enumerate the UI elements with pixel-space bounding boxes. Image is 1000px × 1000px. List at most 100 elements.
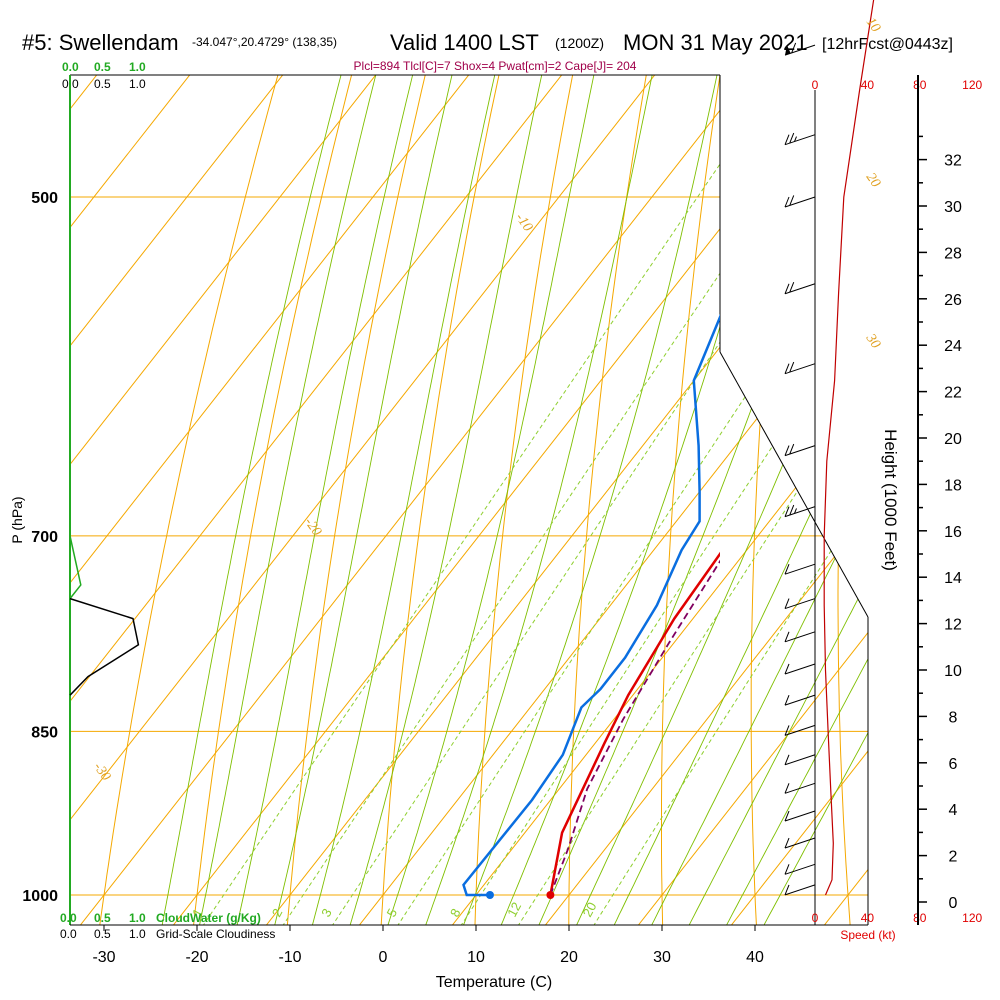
temp-tick-label: 30	[653, 949, 671, 966]
moist-adiabat-line	[641, 75, 868, 925]
wind-barb-flag	[784, 884, 790, 896]
height-tick-label: 16	[944, 524, 962, 541]
speed-axis-label: Speed (kt)	[840, 928, 895, 942]
moist-adiabat-line	[232, 75, 577, 925]
mixing-ratio-label: 12	[504, 900, 524, 920]
mixing-ratio-label: 5	[384, 906, 401, 919]
mixing-ratio-label: 20	[580, 900, 600, 920]
cloud-scale-bottom: 0.0 0.5 1.0 CloudWater (g/Kg) 0.0 0.5 1.…	[60, 911, 275, 941]
isotherm-line	[716, 75, 868, 925]
x-axis-label: Temperature (C)	[436, 974, 552, 991]
speed-tick-label-bottom: 40	[861, 911, 875, 925]
wind-barb	[784, 563, 816, 575]
mixing-ratio-label: 8	[447, 906, 464, 919]
wind-barb-flag	[784, 283, 790, 294]
mixing-ratio-label: 2	[269, 906, 286, 919]
wind-barb	[784, 863, 816, 875]
mixing-ratio-line	[385, 75, 868, 925]
mixing-ratio-line	[581, 75, 868, 925]
dry-adiabat-line	[379, 75, 661, 925]
height-tick-label: 8	[949, 709, 958, 726]
forecast-date: MON 31 May 2021	[623, 30, 808, 55]
wind-barb	[784, 361, 816, 375]
wind-barb-shaft	[784, 598, 816, 610]
temperature-line	[549, 551, 720, 896]
wind-barb	[784, 663, 816, 675]
wind-barb-flag	[784, 196, 790, 208]
height-tick-label: 26	[944, 292, 962, 309]
wind-barb-flag	[784, 363, 790, 374]
wind-barb-flag	[789, 132, 795, 144]
dewpoint-line	[462, 313, 720, 897]
pressure-tick-label: 500	[31, 190, 58, 207]
mixing-ratio-line	[448, 75, 868, 925]
height-axis-label: Height (1000 Feet)	[881, 429, 900, 571]
wind-barb-pennant	[785, 45, 791, 56]
wind-barb-shaft	[784, 782, 816, 794]
wind-barb-half-flag	[794, 508, 797, 514]
dry-adiabat-line	[473, 75, 723, 925]
wind-barb-flag	[784, 694, 790, 706]
wind-barb-flag	[789, 443, 795, 455]
cloud-scale-bottom-green-1: 0.5	[94, 911, 111, 925]
stability-indices: Plcl=894 Tlcl[C]=7 Shox=4 Pwat[cm]=2 Cap…	[354, 59, 637, 73]
wind-barb	[784, 132, 816, 146]
isotherm-label: 20	[863, 170, 883, 190]
moist-adiabat-line	[157, 75, 516, 925]
speed-tick-label-top: 0	[812, 78, 819, 92]
surface-dewpoint-dot	[485, 891, 494, 899]
wind-barb-shaft	[784, 754, 816, 766]
wind-barb-flag	[791, 42, 797, 54]
moist-adiabat-line	[455, 75, 846, 925]
cloud-scale-top-green-1: 0.5	[94, 60, 111, 74]
cloud-scale-bottom-black-1: 0.5	[94, 927, 111, 941]
cloudwater-label: CloudWater (g/Kg)	[156, 911, 261, 925]
wind-barb-shaft	[784, 44, 816, 56]
forecast-run: [12hrFcst@0443z]	[822, 36, 953, 53]
frame-diagonal	[719, 351, 869, 618]
moist-adiabat-line	[716, 75, 868, 925]
dry-adiabat-line	[922, 0, 1000, 944]
wind-barb	[784, 443, 816, 457]
wind-barb	[784, 42, 816, 56]
height-tick-label: 14	[944, 570, 962, 587]
wind-barb	[784, 724, 816, 736]
wind-barb-flag	[784, 725, 790, 736]
wind-barb-flag	[784, 631, 790, 642]
moist-adiabat-line	[418, 75, 785, 925]
mixing-ratio-line	[270, 75, 868, 925]
temp-tick-label: -30	[92, 949, 115, 966]
dry-adiabat-line	[285, 75, 599, 925]
wind-barb-shaft	[784, 506, 816, 518]
wind-barb-shaft	[784, 884, 816, 896]
wind-barb-flag	[784, 598, 790, 609]
wind-barb-flag	[784, 864, 790, 875]
cloud-scale-top-black-1: 0.5	[94, 77, 111, 91]
wind-barb-shaft	[784, 363, 816, 375]
wind-barb	[784, 282, 816, 295]
isotherm-line	[437, 75, 868, 925]
sounding-profiles	[462, 313, 720, 899]
isotherm-line	[70, 75, 396, 925]
isotherm-line	[70, 75, 868, 925]
moist-adiabat-line	[753, 75, 868, 925]
wind-barb-flag	[784, 754, 790, 765]
height-tick-label: 22	[944, 385, 962, 402]
moist-adiabat-line	[678, 75, 868, 925]
wind-barb-flag	[789, 504, 795, 516]
moist-adiabat-line	[604, 75, 868, 925]
isotherm-line	[70, 75, 582, 925]
isotherm-label: 30	[862, 331, 883, 352]
wind-speed-line	[823, 0, 875, 896]
wind-barb-shaft	[784, 563, 816, 575]
wind-barbs	[784, 42, 816, 900]
speed-tick-label-top: 80	[913, 78, 927, 92]
wind-barb-flag	[784, 564, 790, 575]
cloudwater-profile	[69, 535, 82, 600]
isotherm-line	[809, 75, 868, 925]
wind-barb	[784, 504, 816, 518]
wind-barb	[784, 782, 816, 794]
temp-tick-label: 20	[560, 949, 578, 966]
cloudiness-profile	[69, 597, 140, 696]
